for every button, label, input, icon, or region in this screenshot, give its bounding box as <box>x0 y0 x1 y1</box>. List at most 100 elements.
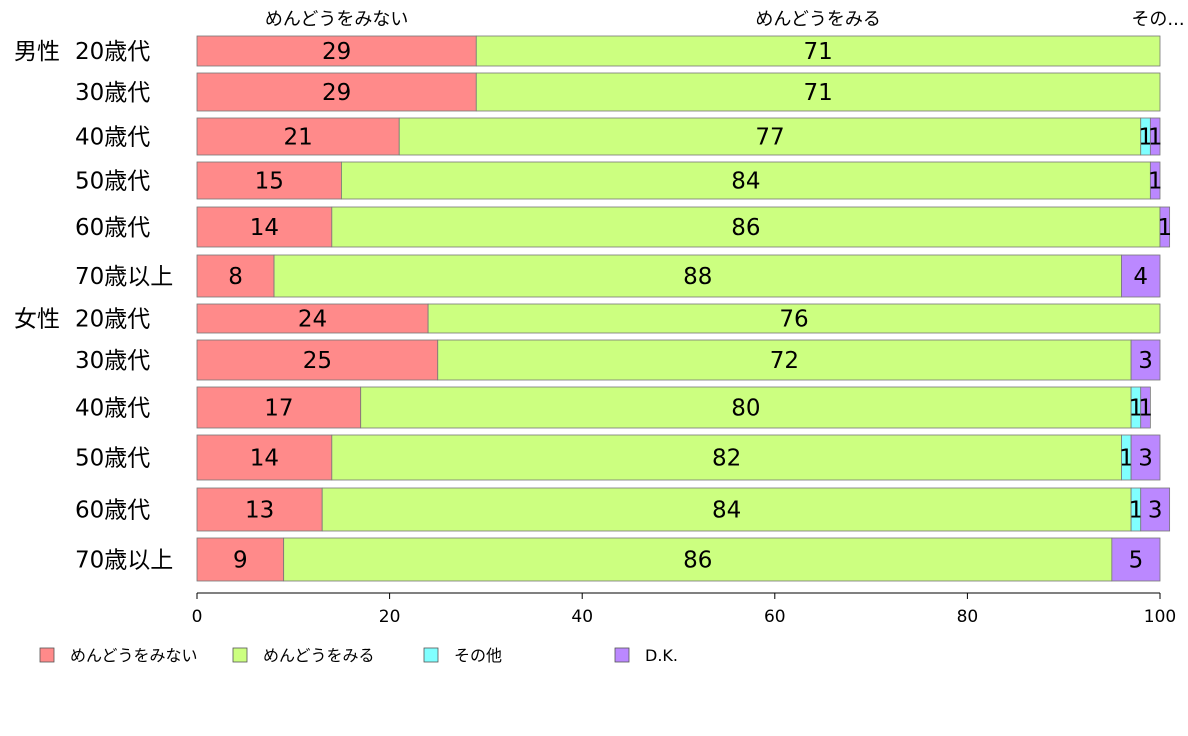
bar-segment <box>1149 117 1161 156</box>
bar-value-label: 1 <box>1138 396 1153 422</box>
bar-value-label: 1 <box>1138 125 1153 151</box>
bar-value-label: 86 <box>683 548 712 574</box>
bar-segment <box>1130 434 1161 481</box>
bar-value-label: 82 <box>712 446 741 472</box>
bar-value-label: 80 <box>731 396 760 422</box>
bar-value-label: 29 <box>322 39 351 65</box>
bar-segment <box>437 339 1132 381</box>
bar-value-label: 5 <box>1129 548 1144 574</box>
bar-segment <box>1111 537 1161 582</box>
legend: めんどうをみない めんどうをみる その他 D.K. <box>39 646 678 665</box>
bar-value-label: 17 <box>264 396 293 422</box>
bar-segment <box>196 386 362 429</box>
legend-swatch <box>39 647 55 663</box>
bar-segment <box>1159 206 1171 248</box>
category-label: 60歳代 <box>75 498 150 524</box>
bar-value-label: 72 <box>770 348 799 374</box>
bar-value-label: 86 <box>731 215 760 241</box>
bar-segment <box>273 254 1122 298</box>
category-label: 70歳以上 <box>75 264 173 290</box>
bar-value-label: 1 <box>1148 125 1163 151</box>
bar-segment <box>1149 161 1161 200</box>
category-label: 20歳代 <box>75 307 150 333</box>
top-label-mendou-miru: めんどうをみる <box>755 9 880 30</box>
bar-segment <box>196 537 285 582</box>
bar-value-label: 76 <box>779 307 808 333</box>
category-label: 50歳代 <box>75 169 150 195</box>
bar-value-label: 84 <box>712 498 741 524</box>
bar-value-label: 84 <box>731 169 760 195</box>
bar-segment <box>196 254 275 298</box>
bar-segment <box>196 161 342 200</box>
legend-swatch <box>614 647 630 663</box>
top-label-sono: その... <box>1131 9 1184 30</box>
bar-segment <box>1130 339 1161 381</box>
bar-segment <box>1121 254 1161 298</box>
bar-value-label: 14 <box>250 446 279 472</box>
bar-value-label: 9 <box>233 548 248 574</box>
x-tick-label: 20 <box>379 607 401 627</box>
top-label-mendou-minai: めんどうをみない <box>265 9 408 30</box>
category-label: 60歳代 <box>75 215 150 241</box>
bar-value-label: 4 <box>1133 264 1148 290</box>
bar-value-label: 14 <box>250 215 279 241</box>
bar-segment <box>398 117 1142 156</box>
bar-segment <box>475 35 1161 67</box>
category-label: 40歳代 <box>75 396 150 422</box>
category-label: 70歳以上 <box>75 548 173 574</box>
bar-segment <box>196 35 477 67</box>
category-label: 50歳代 <box>75 446 150 472</box>
legend-swatch <box>232 647 248 663</box>
bar-value-label: 13 <box>245 498 274 524</box>
group-label: 男性 <box>14 39 60 65</box>
bar-value-label: 15 <box>255 169 284 195</box>
bar-segment <box>331 434 1122 481</box>
bar-value-label: 88 <box>683 264 712 290</box>
bar-value-label: 3 <box>1138 446 1153 472</box>
bar-value-label: 71 <box>803 39 832 65</box>
bar-value-label: 21 <box>283 125 312 151</box>
bar-value-label: 24 <box>298 307 327 333</box>
category-label: 30歳代 <box>75 348 150 374</box>
legend-label: D.K. <box>645 646 678 665</box>
bar-value-label: 1 <box>1119 446 1134 472</box>
legend-label: めんどうをみない <box>70 646 198 665</box>
x-tick-label: 0 <box>192 607 203 627</box>
group-label: 女性 <box>14 307 60 333</box>
bar-segment <box>427 303 1161 334</box>
bar-segment <box>196 487 323 532</box>
bar-value-label: 1 <box>1157 215 1172 241</box>
bar-value-label: 1 <box>1148 169 1163 195</box>
bar-value-label: 1 <box>1129 396 1144 422</box>
legend-swatch <box>423 647 439 663</box>
legend-label: めんどうをみる <box>263 646 375 665</box>
legend-label: その他 <box>454 646 502 665</box>
category-label: 30歳代 <box>75 80 150 106</box>
bar-value-label: 1 <box>1129 498 1144 524</box>
x-tick-label: 80 <box>957 607 979 627</box>
bar-segment <box>283 537 1113 582</box>
bar-segment <box>331 206 1161 248</box>
bar-value-label: 3 <box>1138 348 1153 374</box>
bar-value-label: 71 <box>803 80 832 106</box>
x-axis: 0 20 40 60 80 100 <box>192 592 1176 627</box>
category-label: 40歳代 <box>75 125 150 151</box>
x-tick-label: 100 <box>1144 607 1176 627</box>
category-label: 20歳代 <box>75 39 150 65</box>
bar-value-label: 8 <box>228 264 243 290</box>
bar-segment <box>196 117 400 156</box>
bar-value-label: 29 <box>322 80 351 106</box>
top-labels: めんどうをみない めんどうをみる その... <box>265 9 1185 30</box>
bar-value-label: 3 <box>1148 498 1163 524</box>
bar-segment <box>321 487 1132 532</box>
bar-segment <box>196 72 477 112</box>
bar-segment <box>1140 487 1171 532</box>
bar-segment <box>196 434 333 481</box>
x-tick-label: 60 <box>764 607 786 627</box>
x-tick-label: 40 <box>571 607 593 627</box>
bar-value-label: 77 <box>755 125 784 151</box>
bar-value-label: 25 <box>303 348 332 374</box>
bar-segment <box>475 72 1161 112</box>
